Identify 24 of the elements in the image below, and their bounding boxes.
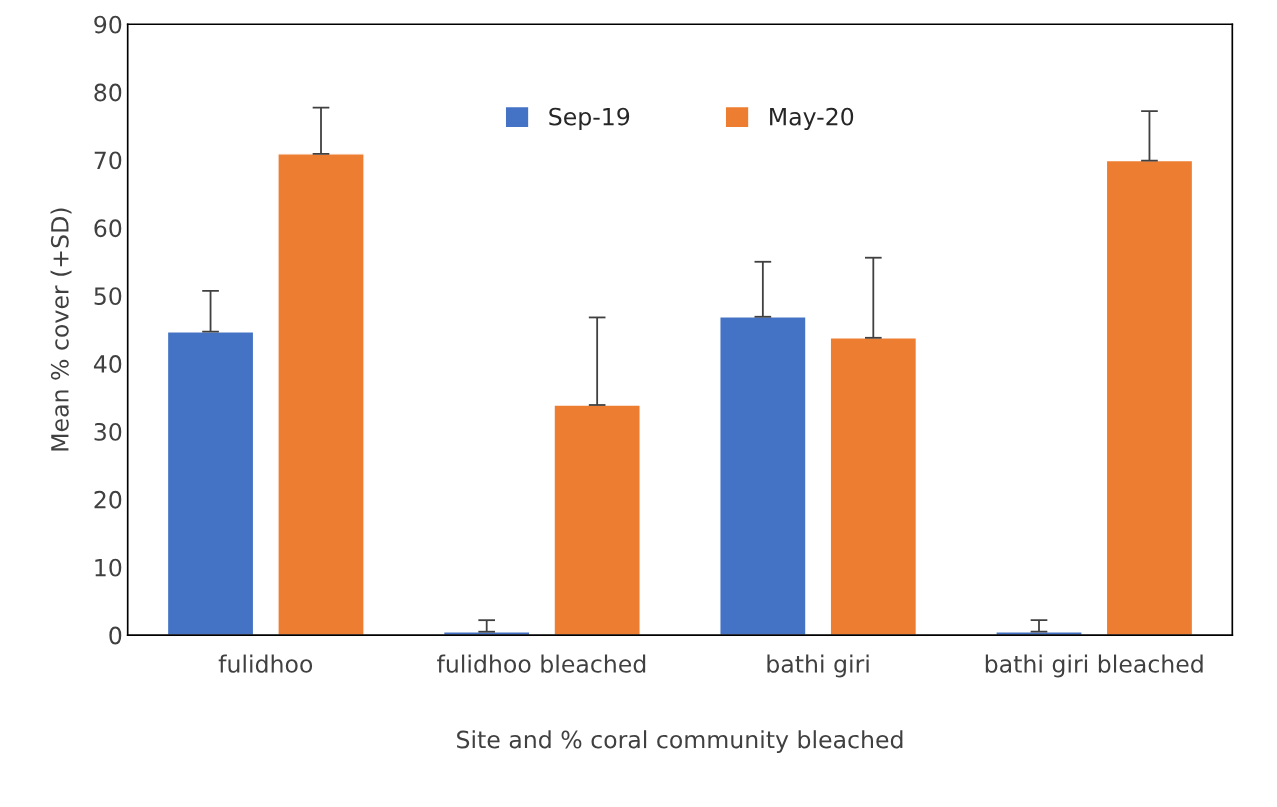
y-tick-label: 50 [94,287,122,306]
x-axis-title: Site and % coral community bleached [457,730,903,754]
bar [166,331,255,636]
y-tick-label: 40 [93,355,122,373]
x-tick-label: bathi giri bleached [985,654,1203,678]
x-tick-label: fulidhoo bleached [437,654,646,673]
y-tick-label: 10 [95,558,122,577]
y-tick-label: 20 [94,490,122,509]
legend-label: Sep-19 [549,107,630,131]
bar [277,153,365,636]
legend-label: May-20 [770,107,854,131]
y-tick-label: 80 [94,83,122,102]
bar [553,404,641,636]
y-tick-label: 0 [109,626,122,645]
x-tick-label: fulidhoo [218,654,313,673]
y-tick-label: 90 [94,15,122,34]
bar [719,316,807,636]
y-tick-label: 60 [94,219,122,238]
bar [1105,159,1194,636]
y-axis-title: Mean % cover (+SD) [50,208,72,451]
y-tick-label: 70 [94,151,122,170]
x-tick-label: bathi giri [767,654,869,678]
bar [829,337,918,636]
y-tick-label: 30 [94,422,122,441]
